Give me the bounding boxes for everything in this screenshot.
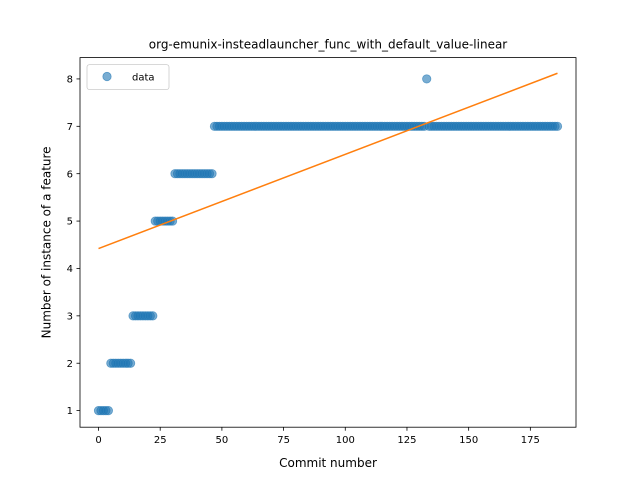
data-point-22: [148, 311, 158, 321]
legend-label: data: [132, 72, 155, 83]
x-tick-label-50: 50: [216, 435, 229, 446]
x-tick-label-0: 0: [95, 435, 101, 446]
x-tick-label-25: 25: [154, 435, 167, 446]
y-tick-label-4: 4: [67, 264, 73, 275]
y-tick-label-2: 2: [67, 359, 73, 370]
data-point-46: [207, 169, 217, 179]
y-tick-label-6: 6: [67, 169, 73, 180]
x-axis-title: Commit number: [279, 456, 377, 470]
data-point-133: [422, 74, 432, 84]
chart-title: org-emunix-insteadlauncher_func_with_def…: [149, 38, 508, 52]
axis-ticks: 0 25 50 75 100 125 150 175 1 2 3 4 5 6 7 8: [67, 75, 540, 447]
x-tick-label-100: 100: [336, 435, 355, 446]
y-tick-label-1: 1: [67, 406, 73, 417]
x-tick-label-175: 175: [521, 435, 540, 446]
y-tick-label-8: 8: [67, 75, 73, 86]
x-tick-label-150: 150: [459, 435, 478, 446]
y-axis-title: Number of instance of a feature: [40, 146, 54, 338]
data-point-13: [125, 358, 136, 368]
y-tick-label-5: 5: [67, 217, 73, 228]
legend: data: [86, 64, 170, 90]
legend-marker: [102, 71, 112, 82]
legend-frame: [86, 64, 170, 90]
y-tick-label-7: 7: [67, 122, 73, 133]
axes-frame: [79, 57, 577, 428]
x-tick-label-125: 125: [397, 435, 416, 446]
data-point-4: [103, 406, 113, 416]
y-tick-label-3: 3: [67, 311, 73, 322]
data-point-186: [552, 121, 563, 131]
fit-line: [98, 72, 558, 250]
plot-area: [93, 72, 563, 416]
x-tick-label-75: 75: [277, 435, 290, 446]
